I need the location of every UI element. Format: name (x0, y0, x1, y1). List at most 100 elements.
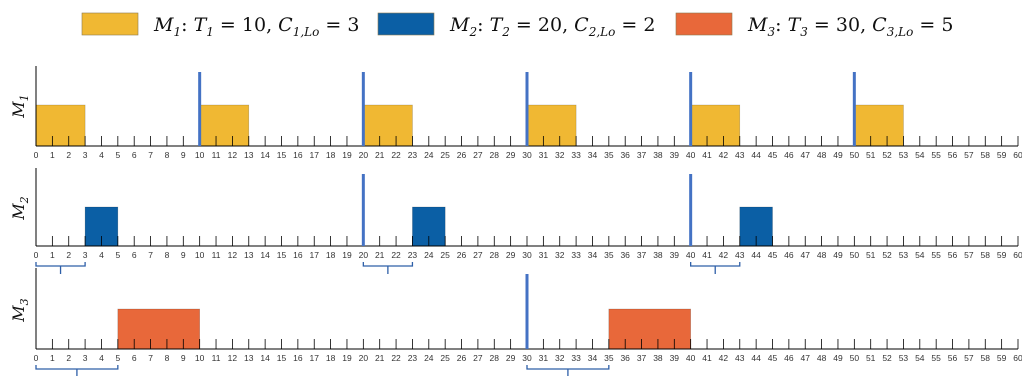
x-tick-label: 28 (490, 353, 500, 363)
x-tick-label: 56 (948, 353, 958, 363)
row-label-letter: M (9, 305, 28, 323)
x-tick-label: 35 (604, 250, 614, 260)
x-tick-label: 31 (539, 150, 549, 160)
x-tick-label: 21 (375, 250, 385, 260)
x-tick-label: 25 (440, 250, 450, 260)
x-tick-label: 28 (490, 250, 500, 260)
x-tick-label: 21 (375, 353, 385, 363)
x-tick-label: 23 (408, 250, 418, 260)
x-tick-label: 38 (653, 353, 663, 363)
x-tick-label: 23 (408, 150, 418, 160)
x-tick-label: 10 (195, 150, 205, 160)
x-tick-label: 52 (882, 250, 892, 260)
x-tick-label: 41 (702, 150, 712, 160)
row-m1: M10 1 2 3 4 5 6 7 8 9 10 11 12 13 14 15 16 17 18 19 20 21 22 23… (9, 66, 1022, 160)
x-tick-label: 26 (457, 150, 467, 160)
x-tick-label: 35 (604, 353, 614, 363)
x-tick-label: 1 (50, 353, 55, 363)
legend-task-letter: M (747, 14, 768, 36)
row-label: M3 (9, 298, 31, 322)
x-tick-label: 57 (964, 150, 974, 160)
x-tick-label: 0 (34, 250, 39, 260)
execution-block (608, 308, 691, 350)
x-tick-label: 32 (555, 353, 565, 363)
legend-period-value: 10 (242, 14, 266, 36)
x-tick-label: 53 (899, 150, 909, 160)
x-tick-label: 29 (506, 150, 516, 160)
x-tick-label: 13 (244, 150, 254, 160)
x-tick-label: 24 (424, 353, 434, 363)
x-tick-label: 13 (244, 250, 254, 260)
x-tick-label: 16 (293, 250, 303, 260)
row-label-letter: M (9, 203, 28, 221)
legend-comma: , (266, 14, 278, 36)
x-tick-label: 0 (34, 353, 39, 363)
legend-comma: , (562, 14, 574, 36)
legend-period-letter: T (788, 14, 802, 36)
x-tick-label: 54 (915, 150, 925, 160)
x-tick-label: 55 (931, 150, 941, 160)
x-tick-label: 4 (99, 250, 104, 260)
x-tick-label: 26 (457, 353, 467, 363)
legend-wcet-index: 1,Lo (293, 25, 320, 39)
x-tick-label: 49 (833, 150, 843, 160)
x-tick-label: 29 (506, 250, 516, 260)
x-tick-label: 12 (228, 353, 238, 363)
x-tick-label: 60 (1013, 150, 1022, 160)
x-tick-label: 41 (702, 353, 712, 363)
x-tick-label: 7 (148, 250, 153, 260)
x-tick-label: 38 (653, 250, 663, 260)
execution-block (690, 104, 741, 147)
legend-task-index: 3 (767, 25, 775, 39)
x-tick-label: 19 (342, 353, 352, 363)
interval-brace (362, 262, 414, 274)
x-tick-label: 51 (866, 150, 876, 160)
legend-wcet-index: 2,Lo (588, 25, 616, 39)
x-tick-label: 49 (833, 250, 843, 260)
legend-item-1: M1: T1 = 10, C1,Lo = 3 (81, 12, 359, 39)
x-tick-label: 5 (115, 353, 120, 363)
x-tick-label: 16 (293, 150, 303, 160)
x-tick-label: 20 (359, 353, 369, 363)
x-tick-label: 14 (260, 250, 270, 260)
x-tick-label: 11 (212, 250, 221, 260)
x-tick-label: 51 (866, 250, 876, 260)
x-tick-label: 54 (915, 353, 925, 363)
x-tick-label: 18 (326, 250, 336, 260)
x-tick-label: 32 (555, 250, 565, 260)
legend-period-value: 30 (836, 14, 860, 36)
x-tick-label: 15 (277, 353, 287, 363)
x-tick-label: 15 (277, 150, 287, 160)
x-tick-label: 37 (637, 353, 647, 363)
x-tick-label: 51 (866, 353, 876, 363)
legend-period-index: 3 (800, 25, 808, 39)
x-tick-label: 44 (751, 353, 761, 363)
x-tick-label: 5 (115, 150, 120, 160)
x-tick-label: 21 (375, 150, 385, 160)
x-tick-label: 2 (66, 353, 71, 363)
x-tick-label: 38 (653, 150, 663, 160)
execution-block (117, 308, 200, 350)
legend-wcet-index: 3,Lo (887, 25, 914, 39)
x-tick-label: 2 (66, 250, 71, 260)
x-tick-label: 57 (964, 353, 974, 363)
legend-equals: = (615, 14, 643, 36)
legend-task-index: 2 (468, 25, 477, 39)
x-tick-label: 11 (212, 150, 221, 160)
interval-brace (690, 262, 741, 274)
x-tick-label: 27 (473, 353, 483, 363)
x-tick-label: 10 (195, 353, 205, 363)
x-tick-label: 22 (391, 250, 401, 260)
execution-block (35, 104, 86, 147)
legend-label: M1: T1 = 10, C1,Lo = 3 (153, 14, 359, 39)
x-tick-label: 44 (751, 250, 761, 260)
x-tick-label: 4 (99, 150, 104, 160)
legend-period-value: 20 (538, 14, 562, 36)
legend-wcet-value: 5 (941, 14, 953, 36)
legend-task-letter: M (449, 14, 470, 36)
x-tick-label: 18 (326, 150, 336, 160)
x-tick-label: 46 (784, 150, 794, 160)
interval-brace (35, 365, 119, 376)
x-tick-label: 50 (850, 150, 860, 160)
x-tick-label: 55 (931, 353, 941, 363)
